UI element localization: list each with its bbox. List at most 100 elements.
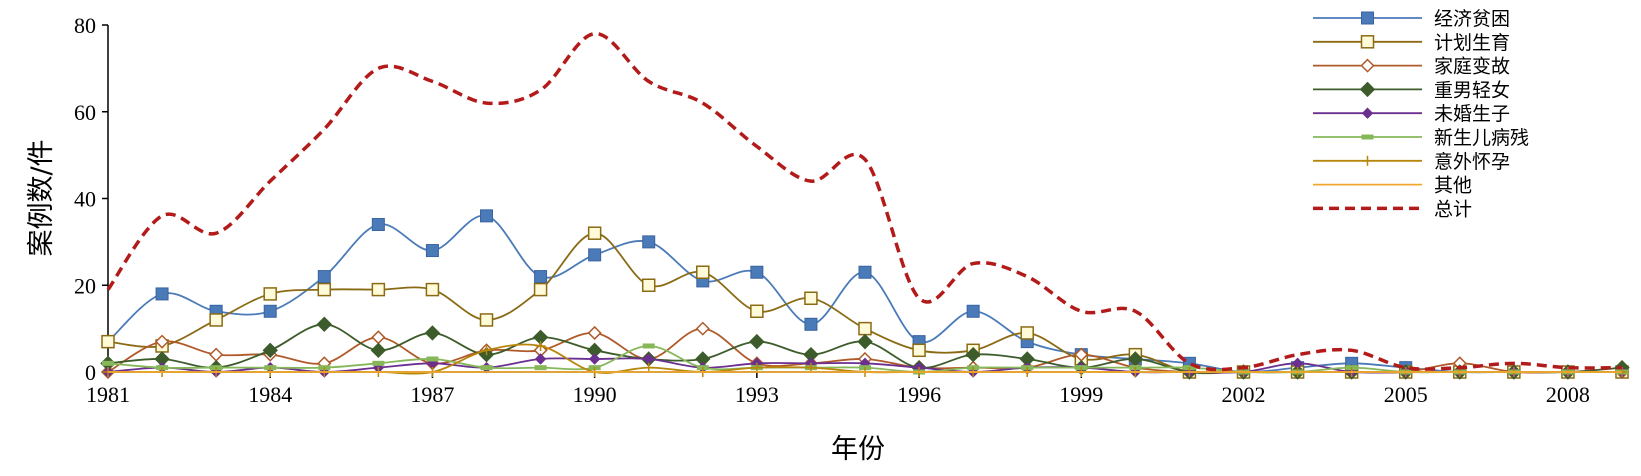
x-tick-label: 2005 bbox=[1384, 382, 1428, 407]
data-point bbox=[587, 325, 602, 341]
data-point bbox=[1020, 326, 1034, 340]
data-point bbox=[534, 365, 547, 371]
y-ticks: 0 20 40 60 80 bbox=[74, 13, 108, 385]
legend-item: 计划生育 bbox=[1313, 32, 1510, 54]
legend-marker bbox=[1360, 58, 1375, 73]
data-point bbox=[751, 362, 762, 373]
legend-label: 总计 bbox=[1434, 198, 1472, 220]
legend-marker bbox=[1359, 81, 1376, 98]
data-point bbox=[209, 347, 224, 362]
data-point bbox=[643, 362, 654, 373]
data-point bbox=[317, 270, 331, 284]
legend-marker bbox=[1360, 35, 1375, 49]
y-tick-label: 0 bbox=[85, 360, 96, 385]
data-point bbox=[425, 244, 439, 258]
data-point bbox=[371, 330, 386, 345]
data-point bbox=[750, 304, 764, 319]
data-point bbox=[155, 334, 170, 349]
data-point bbox=[587, 226, 602, 240]
data-point bbox=[371, 282, 386, 297]
data-point bbox=[480, 209, 493, 223]
legend-label: 未婚生子 bbox=[1434, 103, 1510, 125]
data-point bbox=[804, 291, 818, 306]
data-point bbox=[534, 270, 548, 284]
data-point bbox=[371, 218, 385, 232]
data-point bbox=[965, 346, 981, 363]
data-point bbox=[966, 304, 980, 318]
legend-label: 计划生育 bbox=[1434, 32, 1510, 54]
axes: 0 20 40 60 80 1981 1984 1987 1990 1993 1996 1999 20… bbox=[74, 13, 1622, 407]
data-point bbox=[480, 365, 493, 371]
series-line bbox=[106, 31, 1623, 372]
legend-label: 家庭变故 bbox=[1434, 56, 1510, 78]
legend-marker bbox=[1361, 134, 1374, 140]
data-point bbox=[804, 317, 818, 331]
x-tick-label: 1999 bbox=[1059, 382, 1103, 407]
y-tick-label: 20 bbox=[74, 273, 96, 298]
x-tick-label: 1984 bbox=[248, 382, 292, 407]
data-point bbox=[641, 278, 656, 292]
legend-label: 意外怀孕 bbox=[1434, 151, 1510, 173]
data-point bbox=[535, 340, 546, 351]
series-layer bbox=[100, 31, 1630, 380]
x-tick-label: 1993 bbox=[735, 382, 779, 407]
x-tick-label: 1996 bbox=[897, 382, 941, 407]
data-point bbox=[101, 334, 115, 349]
x-tick-label: 2002 bbox=[1222, 382, 1266, 407]
legend-item: 其他 bbox=[1313, 175, 1472, 197]
data-point bbox=[696, 265, 710, 279]
legend-item: 经济贫困 bbox=[1313, 8, 1510, 30]
data-point bbox=[912, 343, 926, 358]
data-point bbox=[481, 345, 492, 356]
data-point bbox=[588, 353, 601, 365]
data-point bbox=[642, 343, 655, 349]
y-tick-label: 40 bbox=[74, 187, 96, 212]
data-point bbox=[479, 313, 494, 327]
series-8 bbox=[106, 31, 1623, 372]
y-tick-label: 60 bbox=[74, 100, 96, 125]
data-point bbox=[588, 248, 602, 262]
legend-marker bbox=[1361, 107, 1374, 119]
data-point bbox=[749, 333, 765, 350]
legend-item: 未婚生子 bbox=[1313, 103, 1510, 125]
legend-label: 经济贫困 bbox=[1434, 8, 1510, 30]
legend-label: 其他 bbox=[1434, 175, 1472, 197]
y-tick-label: 80 bbox=[74, 13, 96, 38]
y-axis-title: 案例数/件 bbox=[26, 139, 57, 256]
data-point bbox=[534, 353, 547, 365]
data-point bbox=[750, 265, 764, 279]
x-axis-title: 年份 bbox=[831, 434, 885, 465]
legend-marker bbox=[1361, 11, 1374, 25]
legend-item: 新生儿病残 bbox=[1313, 127, 1529, 149]
data-point bbox=[857, 333, 873, 350]
data-point bbox=[317, 282, 332, 297]
data-point bbox=[209, 313, 223, 327]
data-point bbox=[425, 282, 440, 297]
data-point bbox=[858, 321, 872, 336]
x-tick-label: 2008 bbox=[1546, 382, 1590, 407]
legend-label: 新生儿病残 bbox=[1434, 127, 1529, 149]
data-point bbox=[263, 304, 277, 318]
data-point bbox=[316, 316, 332, 332]
legend-item: 意外怀孕 bbox=[1313, 151, 1510, 173]
legend-marker bbox=[1362, 155, 1373, 166]
x-tick-label: 1990 bbox=[573, 382, 617, 407]
data-point bbox=[695, 321, 710, 336]
data-point bbox=[533, 282, 548, 297]
data-point bbox=[370, 342, 387, 359]
data-point bbox=[642, 235, 656, 249]
data-point bbox=[426, 356, 439, 362]
data-point bbox=[372, 360, 385, 366]
legend-item: 总计 bbox=[1313, 198, 1472, 220]
data-point bbox=[102, 360, 114, 366]
data-point bbox=[263, 287, 277, 301]
x-tick-label: 1981 bbox=[86, 382, 130, 407]
x-tick-label: 1987 bbox=[410, 382, 454, 407]
data-point bbox=[424, 325, 441, 341]
data-point bbox=[262, 342, 278, 359]
x-ticks: 1981 1984 1987 1990 1993 1996 1999 2002 2005 2008 bbox=[86, 372, 1590, 407]
data-point bbox=[155, 287, 169, 301]
legend-item: 家庭变故 bbox=[1313, 56, 1510, 78]
